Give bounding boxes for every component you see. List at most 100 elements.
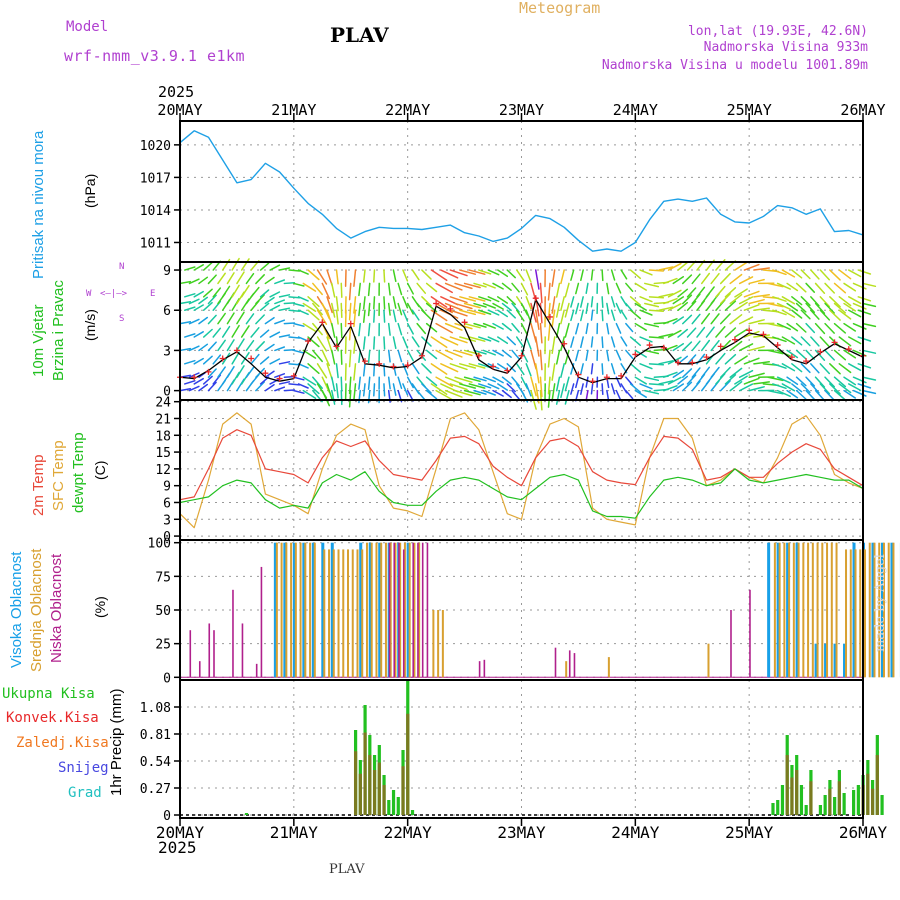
wind-arrow <box>700 366 711 378</box>
wind-arrow <box>800 336 811 347</box>
wind-arrow <box>639 363 653 370</box>
gust-marker <box>603 374 610 381</box>
mid-cloud-bar <box>887 542 890 678</box>
date-label-bottom: 21MAY <box>270 823 319 842</box>
wind-arrow <box>843 322 857 332</box>
wind-arrow <box>810 309 820 320</box>
footer-station: PLAV <box>329 862 365 877</box>
wind-arrow <box>293 322 305 327</box>
wind-arrow <box>838 336 852 347</box>
wind-arrow <box>269 304 281 311</box>
wind-arrow <box>686 300 697 311</box>
convective-overlay-bar <box>368 755 372 815</box>
gust-marker <box>219 355 226 362</box>
wind-arrow <box>468 269 486 275</box>
mid-cloud-bar <box>275 542 278 678</box>
wind-arrow <box>555 349 561 365</box>
wind-arrow <box>738 296 754 305</box>
wind-arrow <box>753 294 770 298</box>
wind-arrow <box>805 376 816 387</box>
wind-arrow <box>358 376 361 390</box>
wind-arrow <box>516 336 525 349</box>
wind-arrow <box>406 302 414 315</box>
wind-arrow <box>435 282 453 294</box>
convective-overlay-bar <box>382 785 386 815</box>
wind-arrow <box>183 293 196 298</box>
y-tick-label: 6 <box>163 496 171 511</box>
wind-arrow <box>862 376 877 381</box>
wind-arrow <box>525 296 532 310</box>
wind-arrow <box>615 322 622 334</box>
wind-arrow <box>392 336 397 350</box>
wind-arrow <box>416 282 427 294</box>
wind-arrow <box>705 286 715 298</box>
low-cloud-bar <box>398 542 400 678</box>
wind-arrow <box>682 274 693 285</box>
wind-arrow <box>264 370 275 378</box>
wind-arrow <box>606 302 610 315</box>
wind-arrow <box>321 282 331 300</box>
wind-arrow <box>198 343 209 352</box>
wind-arrow <box>585 376 589 388</box>
wind-arrow <box>606 349 610 362</box>
wind-arrow <box>463 282 481 289</box>
wind-arrow <box>482 282 496 289</box>
mid-cloud-bar <box>807 542 810 678</box>
wind-arrow <box>307 309 320 321</box>
wind-arrow <box>534 363 540 384</box>
total-precip-bar <box>804 805 808 815</box>
wind-arrow <box>444 302 463 311</box>
wind-arrow <box>570 309 575 322</box>
y-tick-label: 1.08 <box>140 701 171 716</box>
date-label-bottom: 23MAY <box>497 823 546 842</box>
mid-cloud-bar <box>802 542 805 678</box>
wind-arrow <box>810 296 820 307</box>
mid-cloud-bar <box>408 542 411 678</box>
wind-arrow <box>629 296 642 306</box>
wind-arrow <box>547 349 551 368</box>
wind-arrow <box>207 368 217 378</box>
wind-arrow <box>634 389 647 398</box>
wind-arrow <box>772 296 787 302</box>
wind-arrow <box>547 322 551 341</box>
wind-arrow <box>331 349 336 365</box>
wind-arrow <box>791 296 803 306</box>
low-cloud-bar <box>241 623 244 678</box>
wind-arrow <box>463 322 481 329</box>
wind-arrow <box>715 352 726 365</box>
wind-arrow <box>639 269 653 276</box>
wind-arrow <box>534 269 540 290</box>
wind-arrow <box>250 286 260 298</box>
wind-arrow <box>193 304 204 311</box>
wind-arrow <box>862 282 877 288</box>
wind-arrow <box>824 302 835 314</box>
mid-cloud-bar <box>294 542 297 678</box>
wind-arrow <box>560 363 565 378</box>
wind-arrow <box>648 296 665 299</box>
mid-cloud-bar <box>864 549 866 678</box>
wind-arrow <box>335 309 339 325</box>
wind-arrow <box>539 282 543 304</box>
wind-arrow <box>781 383 796 392</box>
wind-arrow <box>564 349 570 365</box>
wind-arrow <box>293 282 305 287</box>
wind-arrow <box>677 288 689 298</box>
wind-arrow <box>421 383 432 394</box>
wind-arrow <box>843 389 857 399</box>
wind-arrow <box>833 349 847 361</box>
wind-arrow <box>297 309 309 316</box>
wind-arrow <box>843 302 857 312</box>
wind-arrow <box>530 349 537 370</box>
high-cloud-bar <box>330 542 334 678</box>
wind-arrow <box>373 336 376 350</box>
gust-marker <box>475 352 482 359</box>
wind-arrow <box>580 296 584 308</box>
wind-arrow <box>743 377 760 385</box>
wind-arrow <box>786 282 799 292</box>
wind-arrow <box>625 389 634 400</box>
mid-cloud-bar <box>361 549 364 678</box>
total-precip-bar <box>776 800 780 815</box>
wind-arrow <box>278 381 291 385</box>
wind-arrow <box>767 302 784 308</box>
wind-arrow <box>302 389 317 400</box>
